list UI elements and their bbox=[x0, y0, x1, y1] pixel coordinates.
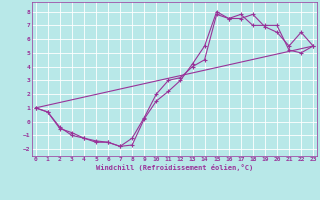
X-axis label: Windchill (Refroidissement éolien,°C): Windchill (Refroidissement éolien,°C) bbox=[96, 164, 253, 171]
